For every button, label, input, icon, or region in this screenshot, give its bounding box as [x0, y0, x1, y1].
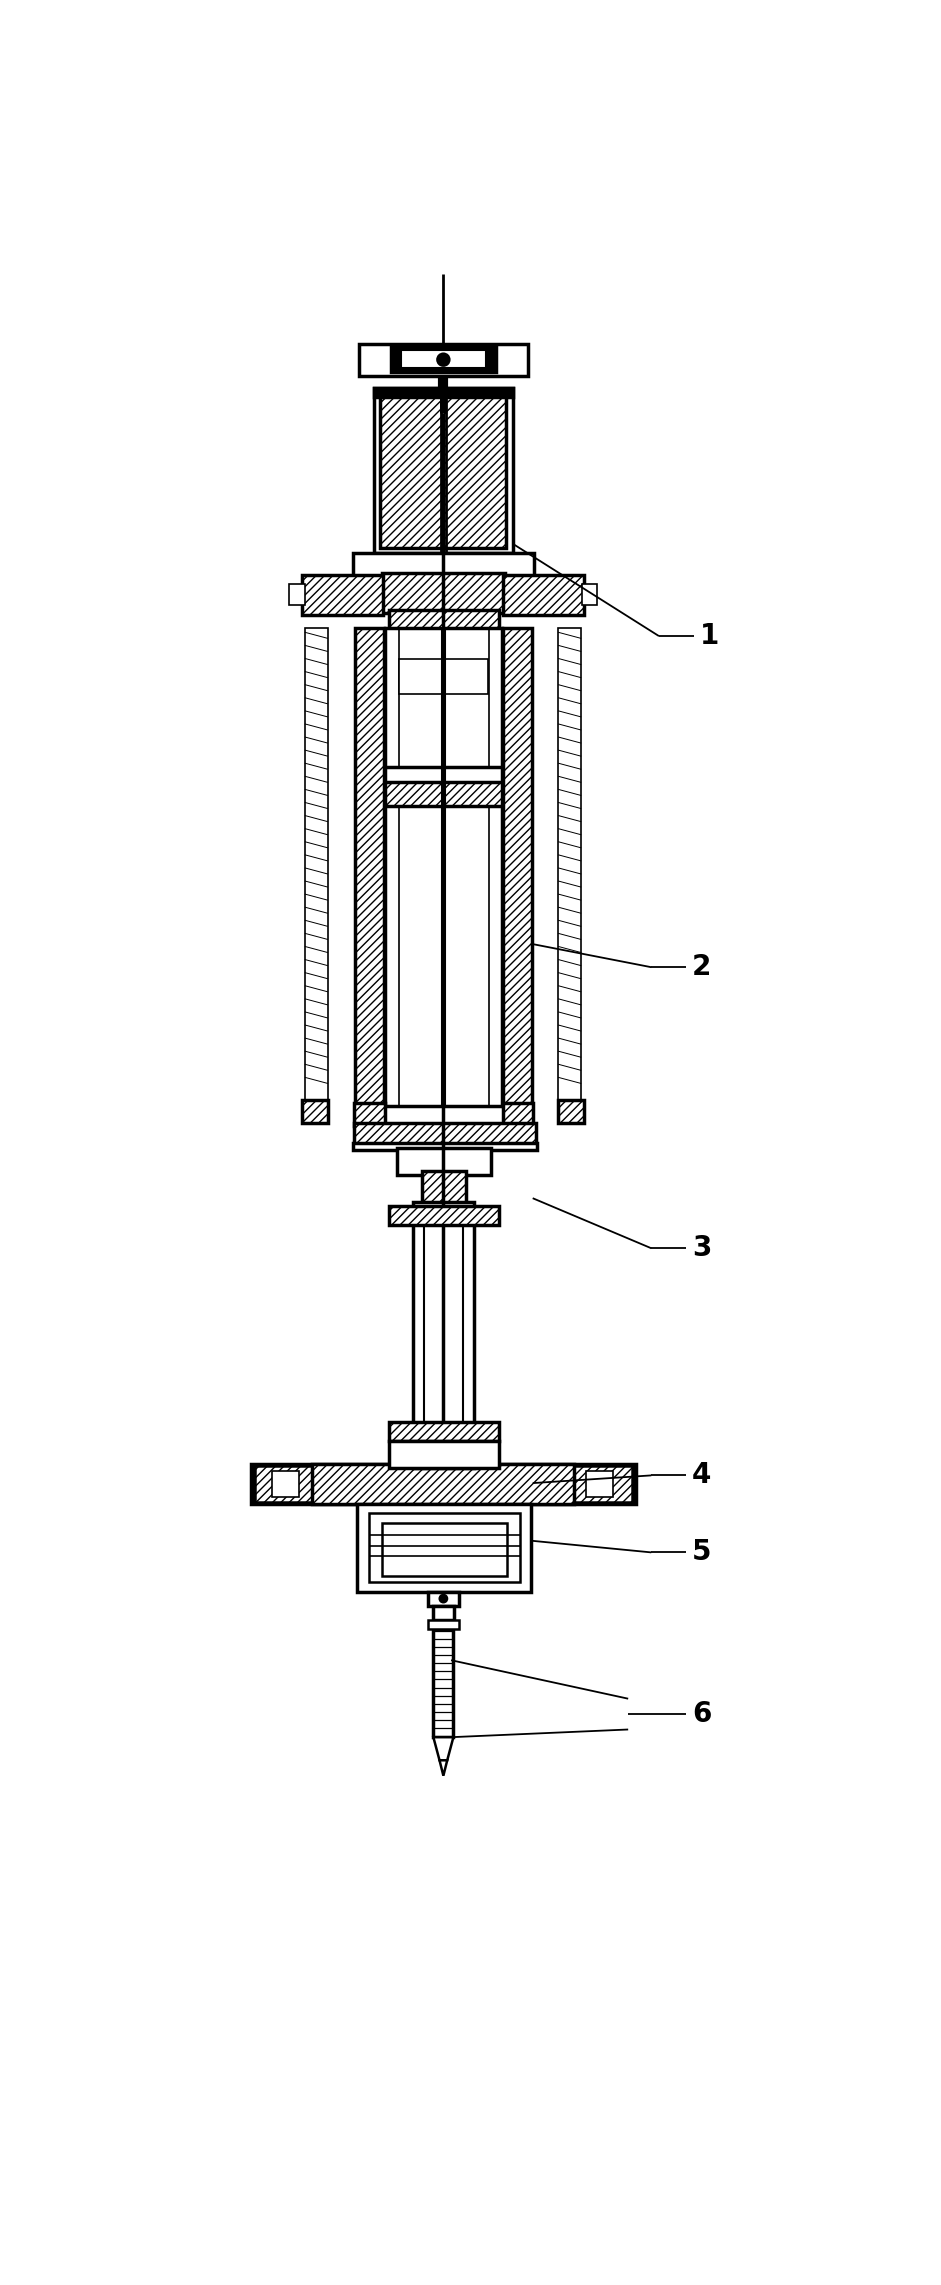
Bar	[574, 1467, 632, 1501]
Bar	[312, 1465, 574, 1504]
Bar	[380, 393, 505, 548]
Bar	[397, 1147, 491, 1174]
Bar	[369, 1513, 519, 1584]
Text: 5: 5	[692, 1538, 711, 1568]
Bar	[355, 628, 384, 1106]
Bar	[390, 610, 499, 631]
Bar	[255, 1467, 312, 1501]
Bar	[353, 1142, 537, 1149]
Polygon shape	[434, 1737, 454, 1759]
Bar	[412, 1202, 474, 1467]
Bar	[382, 1524, 506, 1574]
Bar	[434, 1629, 454, 1737]
Text: 4: 4	[692, 1462, 711, 1490]
Bar	[390, 1421, 499, 1442]
Bar	[375, 388, 513, 553]
Bar	[354, 1122, 535, 1145]
Bar	[390, 1206, 499, 1225]
Circle shape	[438, 354, 450, 366]
Bar	[385, 781, 502, 807]
Bar	[305, 628, 327, 1106]
Text: 2: 2	[692, 953, 711, 980]
Bar	[502, 1104, 534, 1127]
Bar	[375, 388, 513, 398]
Bar	[353, 553, 534, 576]
Bar	[503, 574, 584, 615]
Text: 3: 3	[692, 1234, 711, 1261]
Bar	[290, 583, 305, 606]
Bar	[390, 1442, 499, 1467]
Bar	[428, 1593, 459, 1606]
Bar	[586, 1472, 613, 1497]
Polygon shape	[439, 1759, 447, 1775]
Bar	[401, 350, 486, 368]
Bar	[358, 1504, 531, 1593]
Circle shape	[439, 1595, 447, 1602]
Text: 1: 1	[700, 622, 719, 651]
Bar	[359, 343, 528, 375]
Bar	[354, 1104, 385, 1127]
Bar	[502, 628, 532, 1106]
Bar	[385, 628, 502, 1106]
Bar	[400, 658, 488, 695]
Bar	[558, 628, 582, 1106]
Bar	[422, 1172, 466, 1206]
Bar	[251, 1465, 636, 1504]
Bar	[302, 574, 383, 615]
Bar	[582, 583, 598, 606]
Bar	[433, 1606, 455, 1620]
Bar	[385, 768, 502, 784]
Bar	[382, 574, 505, 612]
Bar	[272, 1472, 298, 1497]
Bar	[391, 347, 496, 372]
Bar	[428, 1620, 459, 1629]
Bar	[558, 1099, 583, 1122]
Bar	[302, 1099, 327, 1122]
Text: 6: 6	[692, 1700, 711, 1727]
